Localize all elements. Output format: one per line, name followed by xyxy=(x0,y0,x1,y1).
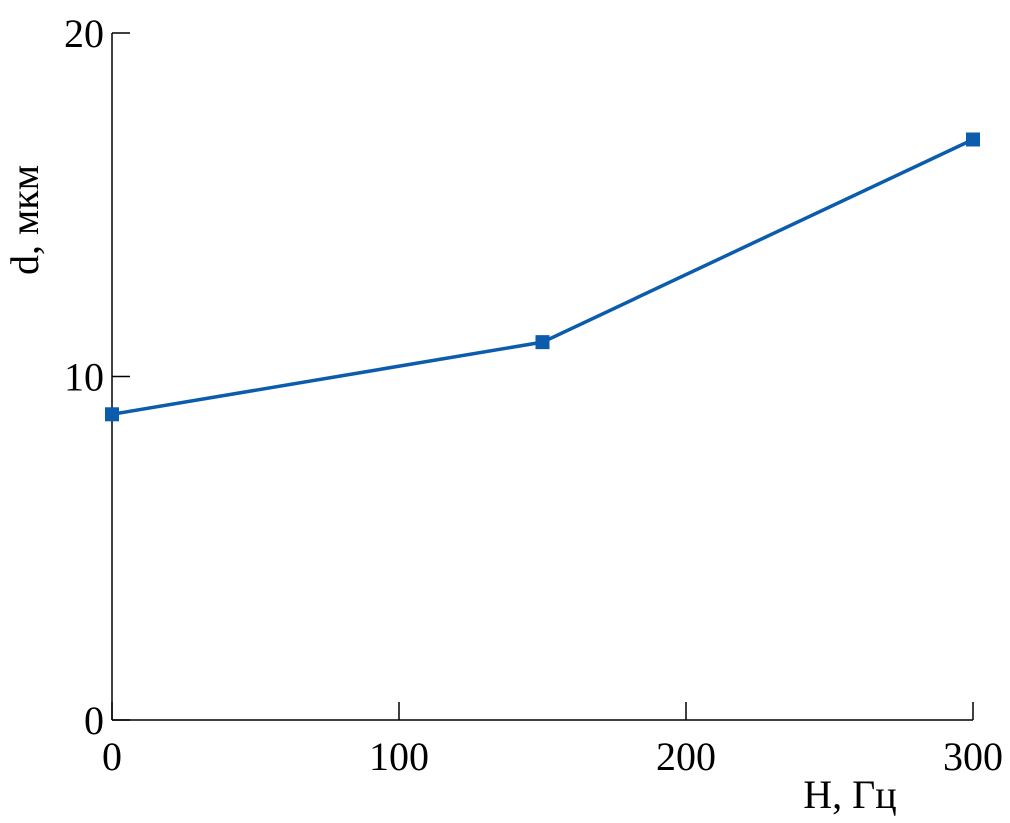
x-tick-label: 200 xyxy=(656,734,716,779)
y-tick-label: 20 xyxy=(64,11,104,56)
x-tick-label: 100 xyxy=(369,734,429,779)
y-tick-label: 10 xyxy=(64,355,104,400)
marker xyxy=(105,407,119,422)
x-tick-label: 300 xyxy=(943,734,1003,779)
line xyxy=(111,137,974,417)
y-tick-label: 0 xyxy=(84,698,104,743)
marker xyxy=(966,132,980,147)
marker xyxy=(535,335,550,350)
x-tick-label: 0 xyxy=(102,734,122,779)
x-axis-label: H, Гц xyxy=(803,772,896,817)
y-axis-label: d, мкм xyxy=(2,165,47,275)
